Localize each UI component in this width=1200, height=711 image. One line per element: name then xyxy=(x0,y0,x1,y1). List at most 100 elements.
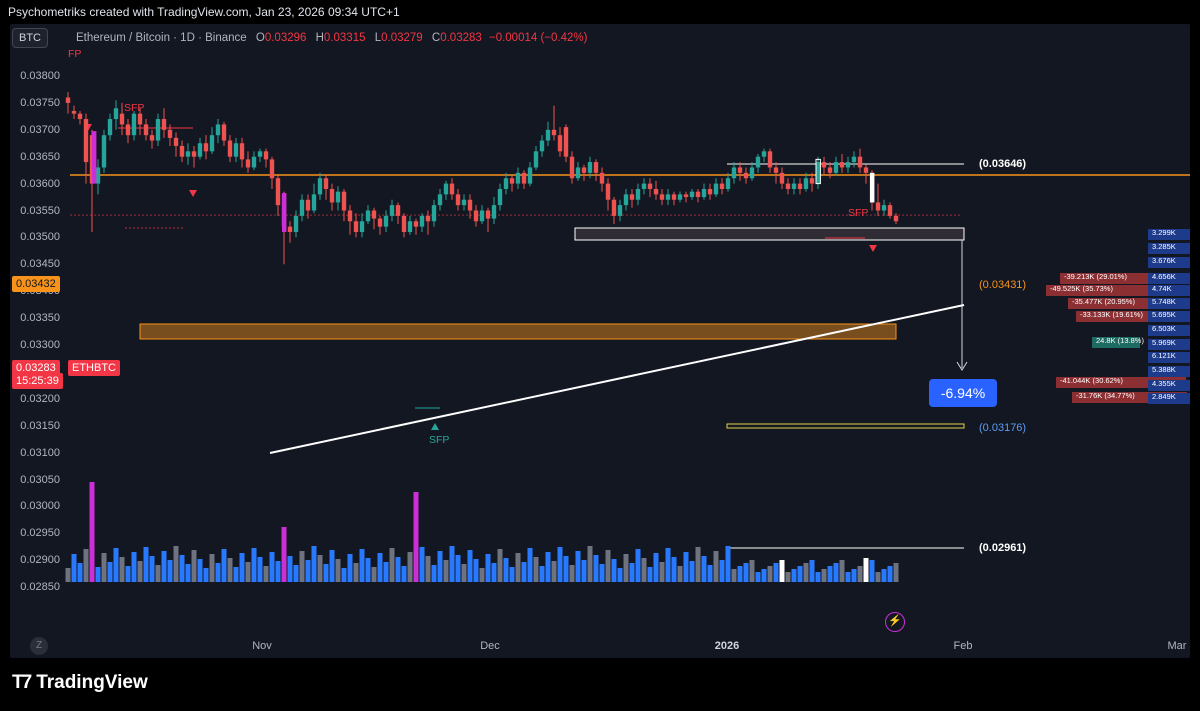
volume-bar xyxy=(335,559,341,582)
candle-body xyxy=(215,124,221,136)
candle-body xyxy=(113,108,119,120)
candle-body xyxy=(107,119,113,136)
candle-body xyxy=(881,205,887,211)
y-axis-label: 0.02950 xyxy=(20,527,60,540)
white-candle xyxy=(870,172,875,203)
x-label-mar: Mar xyxy=(1167,640,1187,652)
volume-bar xyxy=(629,563,635,582)
volume-bar xyxy=(527,548,533,582)
volume-bar xyxy=(89,482,95,582)
open-value: 0.03296 xyxy=(264,32,307,44)
volume-bar xyxy=(317,555,323,582)
candle-body xyxy=(683,194,689,198)
volume-bar xyxy=(449,546,455,582)
volume-bar xyxy=(857,566,863,582)
volume-bar xyxy=(437,551,443,582)
lower-target-label: (0.03176) xyxy=(979,422,1027,434)
volume-bar xyxy=(665,548,671,582)
volume-profile-label: -41.044K (30.62%) xyxy=(1060,376,1123,385)
bottom-target-label: (0.02961) xyxy=(979,542,1027,554)
volume-bar xyxy=(455,555,461,582)
volume-bar xyxy=(143,547,149,582)
candle-body xyxy=(227,140,233,157)
candle-body xyxy=(563,127,569,157)
tradingview-logo[interactable]: T7 TradingView xyxy=(12,672,148,694)
candle-body xyxy=(191,151,197,157)
candle-body xyxy=(419,215,425,227)
volume-bar xyxy=(623,554,629,582)
volume-bar xyxy=(275,561,281,582)
volume-profile-value: 6.121K xyxy=(1152,351,1176,360)
volume-profile-cell xyxy=(1148,285,1190,296)
candle-body xyxy=(395,205,401,216)
volume-bar xyxy=(875,572,881,582)
candle-body xyxy=(581,167,587,173)
lightning-icon[interactable]: ⚡ xyxy=(885,612,905,632)
volume-bar xyxy=(173,546,179,582)
orange-level-tag: 0.03432 xyxy=(12,276,60,292)
candle-body xyxy=(833,162,839,173)
candle-body xyxy=(203,143,209,152)
symbol-button[interactable]: BTC xyxy=(12,28,48,48)
candle-body xyxy=(473,210,479,222)
volume-bar xyxy=(479,568,485,582)
volume-bar xyxy=(161,551,167,582)
candle-body xyxy=(155,119,161,141)
close-value: 0.03283 xyxy=(440,32,482,44)
candle-body xyxy=(623,194,629,206)
candle-body xyxy=(377,218,383,227)
candle-body xyxy=(839,162,845,168)
zoom-reset-button[interactable]: Z xyxy=(30,637,48,655)
candle-body xyxy=(371,210,377,219)
chart-frame[interactable] xyxy=(10,24,1190,658)
y-axis-label: 0.03750 xyxy=(20,96,60,109)
volume-bar xyxy=(83,549,89,582)
magenta-candle xyxy=(282,193,287,233)
volume-bar xyxy=(239,553,245,582)
candle-body xyxy=(821,162,827,168)
down-triangle-icon xyxy=(869,245,877,252)
candle-body xyxy=(497,188,503,206)
volume-bar xyxy=(797,566,803,582)
candle-body xyxy=(257,151,263,157)
volume-bar xyxy=(287,556,293,582)
volume-bar xyxy=(509,567,515,582)
y-axis-label: 0.02850 xyxy=(20,581,60,594)
volume-bar xyxy=(725,546,731,582)
candle-body xyxy=(521,172,527,184)
volume-bar xyxy=(443,560,449,582)
percent-change-box[interactable]: -6.94% xyxy=(929,379,997,407)
current-price-tag: 0.03283 xyxy=(12,360,60,376)
volume-bar xyxy=(497,549,503,582)
candle-body xyxy=(95,167,101,184)
volume-bar xyxy=(95,567,101,582)
volume-bar xyxy=(371,567,377,582)
volume-bar xyxy=(731,569,737,582)
candle-body xyxy=(617,205,623,216)
candle-body xyxy=(365,210,371,222)
candle-body xyxy=(329,188,335,203)
volume-bar xyxy=(263,566,269,582)
candle-body xyxy=(269,159,275,179)
candle-body xyxy=(287,226,293,233)
volume-profile-cell xyxy=(1148,298,1190,309)
candle-body xyxy=(431,205,437,222)
volume-bar xyxy=(593,555,599,582)
volume-profile-cell xyxy=(1148,339,1190,350)
upper-target-label: (0.03646) xyxy=(979,158,1027,170)
volume-bar xyxy=(413,492,419,582)
x-label-2026: 2026 xyxy=(714,640,740,652)
candle-body xyxy=(713,183,719,195)
y-axis-label: 0.03000 xyxy=(20,500,60,513)
volume-bar xyxy=(203,568,209,582)
candle-body xyxy=(353,221,359,233)
volume-bar xyxy=(341,568,347,582)
top-bar: Psychometriks created with TradingView.c… xyxy=(0,0,1200,24)
volume-bar xyxy=(197,559,203,582)
magenta-candle xyxy=(92,131,97,184)
volume-bar xyxy=(887,566,893,582)
candle-body xyxy=(137,113,143,125)
candle-body xyxy=(647,183,653,189)
volume-bar xyxy=(209,554,215,582)
